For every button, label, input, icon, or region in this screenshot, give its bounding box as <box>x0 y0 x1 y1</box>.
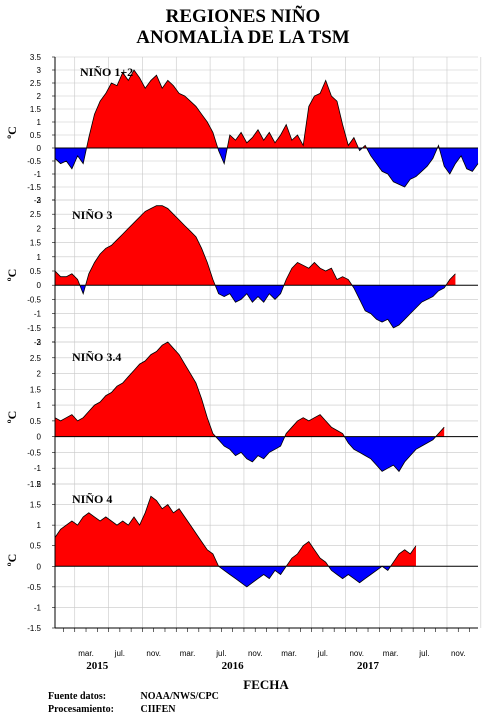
y-tick-label: -1.5 <box>27 480 41 489</box>
y-tick-label: -0.5 <box>27 583 41 592</box>
area-negative <box>55 436 445 472</box>
area-positive <box>55 205 456 286</box>
panel-title: NIÑO 3 <box>72 208 112 222</box>
x-tick-label: mar. <box>383 649 399 658</box>
y-tick-label: -1.5 <box>27 183 41 192</box>
y-tick-label: 1 <box>37 253 42 262</box>
y-tick-label: 3 <box>37 338 42 347</box>
year-label: 2015 <box>86 660 109 672</box>
y-axis-label: ºC <box>5 554 19 567</box>
y-tick-label: 0.5 <box>30 542 42 551</box>
y-tick-label: -1 <box>34 603 42 612</box>
credit-source: Fuente datos: NOAA/NWS/CPC <box>48 691 219 702</box>
y-tick-label: -1.5 <box>27 624 41 633</box>
y-tick-label: -1 <box>34 170 42 179</box>
y-tick-label: 0 <box>37 144 42 153</box>
y-tick-label: 1.5 <box>30 105 42 114</box>
y-tick-label: 0 <box>37 562 42 571</box>
panel-title: NIÑO 4 <box>72 492 112 506</box>
chart-title-line1: REGIONES NIÑO <box>165 6 321 27</box>
y-axis-label: ºC <box>5 126 19 139</box>
y-axis-label: ºC <box>5 411 19 424</box>
y-tick-label: -1 <box>34 464 42 473</box>
series-line <box>54 69 479 188</box>
y-tick-label: 1 <box>37 118 42 127</box>
y-tick-label: 1 <box>37 521 42 530</box>
y-tick-label: -1 <box>34 310 42 319</box>
area-positive <box>55 70 478 148</box>
x-axis-label: FECHA <box>243 677 289 692</box>
y-tick-label: 3.5 <box>30 53 42 62</box>
y-tick-label: 2 <box>37 370 42 379</box>
x-tick-label: jul. <box>317 649 328 658</box>
y-axis-label: ºC <box>5 269 19 282</box>
y-tick-label: 0.5 <box>30 267 42 276</box>
panel-title: NIÑO 3.4 <box>72 350 121 364</box>
y-tick-label: 0 <box>37 433 42 442</box>
x-tick-label: mar. <box>78 649 94 658</box>
y-tick-label: 2 <box>37 480 42 489</box>
y-tick-label: 1.5 <box>30 385 42 394</box>
y-tick-label: 3 <box>37 66 42 75</box>
x-tick-label: jul. <box>215 649 226 658</box>
y-tick-label: 1.5 <box>30 239 42 248</box>
y-tick-label: 2.5 <box>30 210 42 219</box>
series-line <box>54 495 417 588</box>
y-tick-label: 0.5 <box>30 131 42 140</box>
credit-processing: Procesamiento: CIIFEN <box>48 704 176 715</box>
y-tick-label: 0 <box>37 281 42 290</box>
y-tick-label: 3 <box>37 196 42 205</box>
credit-source-value: NOAA/NWS/CPC <box>140 691 219 702</box>
x-tick-label: mar. <box>281 649 297 658</box>
x-tick-label: nov. <box>146 649 161 658</box>
credit-processing-label: Procesamiento: <box>48 704 114 715</box>
y-tick-label: 1 <box>37 401 42 410</box>
x-tick-label: jul. <box>418 649 429 658</box>
y-tick-label: -2 <box>34 196 42 205</box>
area-negative <box>79 285 447 328</box>
y-tick-label: -0.5 <box>27 157 41 166</box>
x-tick-label: nov. <box>451 649 466 658</box>
year-label: 2016 <box>222 660 245 672</box>
y-tick-label: -2 <box>34 338 42 347</box>
year-label: 2017 <box>357 660 380 672</box>
chart-title-line2: ANOMALÌA DE LA TSM <box>136 27 350 48</box>
credit-processing-value: CIIFEN <box>140 704 176 715</box>
x-tick-label: nov. <box>349 649 364 658</box>
y-tick-label: 2.5 <box>30 354 42 363</box>
y-tick-label: -1.5 <box>27 324 41 333</box>
credit-source-label: Fuente datos: <box>48 691 107 702</box>
x-tick-label: jul. <box>114 649 125 658</box>
series-line <box>54 341 445 473</box>
series-line <box>54 205 456 329</box>
area-positive <box>55 342 445 437</box>
y-tick-label: 2 <box>37 92 42 101</box>
y-tick-label: -0.5 <box>27 295 41 304</box>
y-tick-label: 1.5 <box>30 501 42 510</box>
y-tick-label: 2 <box>37 224 42 233</box>
y-tick-label: -0.5 <box>27 448 41 457</box>
panel-title: NIÑO 1+2 <box>80 65 133 79</box>
area-negative <box>55 566 416 587</box>
y-tick-label: 0.5 <box>30 417 42 426</box>
y-tick-label: 2.5 <box>30 79 42 88</box>
area-positive <box>55 496 416 567</box>
x-tick-label: mar. <box>180 649 196 658</box>
x-tick-label: nov. <box>248 649 263 658</box>
